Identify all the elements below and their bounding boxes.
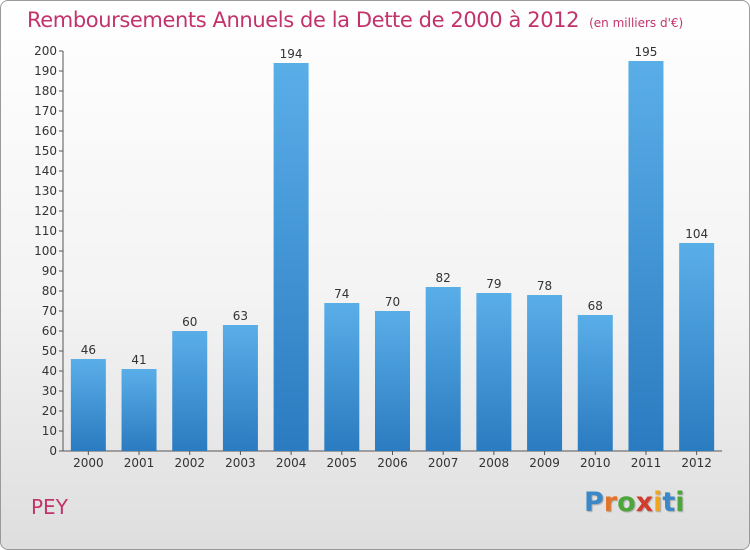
y-tick-label: 180 bbox=[34, 84, 57, 98]
x-tick-label: 2002 bbox=[174, 456, 205, 470]
logo-letter: i bbox=[675, 487, 685, 518]
bar-value-label: 63 bbox=[233, 309, 248, 323]
logo-letter: x bbox=[635, 487, 654, 518]
chart-title: Remboursements Annuels de la Dette de 20… bbox=[27, 8, 683, 32]
y-tick-label: 20 bbox=[42, 404, 57, 418]
x-tick-label: 2001 bbox=[124, 456, 155, 470]
y-tick-label: 60 bbox=[42, 324, 57, 338]
y-tick-label: 30 bbox=[42, 384, 57, 398]
bar-value-label: 60 bbox=[182, 315, 197, 329]
x-tick-label: 2004 bbox=[276, 456, 307, 470]
x-tick-label: 2000 bbox=[73, 456, 104, 470]
bar bbox=[527, 295, 563, 451]
bar bbox=[628, 61, 664, 451]
bar-value-label: 82 bbox=[436, 271, 451, 285]
bar bbox=[70, 359, 106, 451]
bar-value-label: 79 bbox=[486, 277, 501, 291]
logo-letter: r bbox=[603, 487, 618, 518]
x-tick-label: 2005 bbox=[327, 456, 358, 470]
y-tick-label: 190 bbox=[34, 64, 57, 78]
y-tick-label: 200 bbox=[34, 44, 57, 58]
y-tick-label: 70 bbox=[42, 304, 57, 318]
x-tick-label: 2009 bbox=[529, 456, 560, 470]
y-tick-label: 120 bbox=[34, 204, 57, 218]
chart-title-text: Remboursements Annuels de la Dette de 20… bbox=[27, 8, 580, 32]
bar bbox=[679, 243, 715, 451]
y-tick-label: 50 bbox=[42, 344, 57, 358]
y-tick-label: 150 bbox=[34, 144, 57, 158]
x-tick-label: 2007 bbox=[428, 456, 459, 470]
bar bbox=[273, 63, 309, 451]
bar-value-label: 74 bbox=[334, 287, 349, 301]
y-tick-label: 110 bbox=[34, 224, 57, 238]
bar bbox=[425, 287, 461, 451]
x-tick-label: 2010 bbox=[580, 456, 611, 470]
bar bbox=[121, 369, 157, 451]
chart-subtitle: (en milliers d'€) bbox=[589, 16, 684, 30]
bar-value-label: 194 bbox=[280, 47, 303, 61]
bar-value-label: 195 bbox=[635, 45, 658, 59]
y-tick-label: 160 bbox=[34, 124, 57, 138]
bar-value-label: 70 bbox=[385, 295, 400, 309]
logo-letter: o bbox=[617, 487, 636, 518]
bar-value-label: 68 bbox=[588, 299, 603, 313]
commune-name: PEY bbox=[31, 495, 68, 519]
bar bbox=[577, 315, 613, 451]
bar bbox=[476, 293, 512, 451]
bar bbox=[172, 331, 208, 451]
x-tick-label: 2012 bbox=[681, 456, 712, 470]
logo-letter: i bbox=[653, 487, 663, 518]
x-tick-label: 2008 bbox=[479, 456, 510, 470]
y-tick-label: 40 bbox=[42, 364, 57, 378]
y-tick-label: 130 bbox=[34, 184, 57, 198]
y-tick-label: 100 bbox=[34, 244, 57, 258]
bar bbox=[222, 325, 258, 451]
y-tick-label: 170 bbox=[34, 104, 57, 118]
bar-value-label: 41 bbox=[131, 353, 146, 367]
x-tick-label: 2011 bbox=[631, 456, 662, 470]
logo-letter: t bbox=[662, 487, 676, 518]
y-tick-label: 140 bbox=[34, 164, 57, 178]
bar-value-label: 46 bbox=[81, 343, 96, 357]
bar bbox=[375, 311, 410, 451]
bar-value-label: 78 bbox=[537, 279, 552, 293]
y-tick-label: 80 bbox=[42, 284, 57, 298]
logo-letter: P bbox=[584, 487, 604, 518]
x-tick-label: 2006 bbox=[377, 456, 408, 470]
bar bbox=[324, 303, 360, 451]
proxiti-logo: Proxiti bbox=[584, 487, 685, 518]
x-tick-label: 2003 bbox=[225, 456, 256, 470]
y-tick-label: 0 bbox=[49, 444, 57, 458]
y-tick-label: 10 bbox=[42, 424, 57, 438]
bar-value-label: 104 bbox=[685, 227, 708, 241]
y-tick-label: 90 bbox=[42, 264, 57, 278]
